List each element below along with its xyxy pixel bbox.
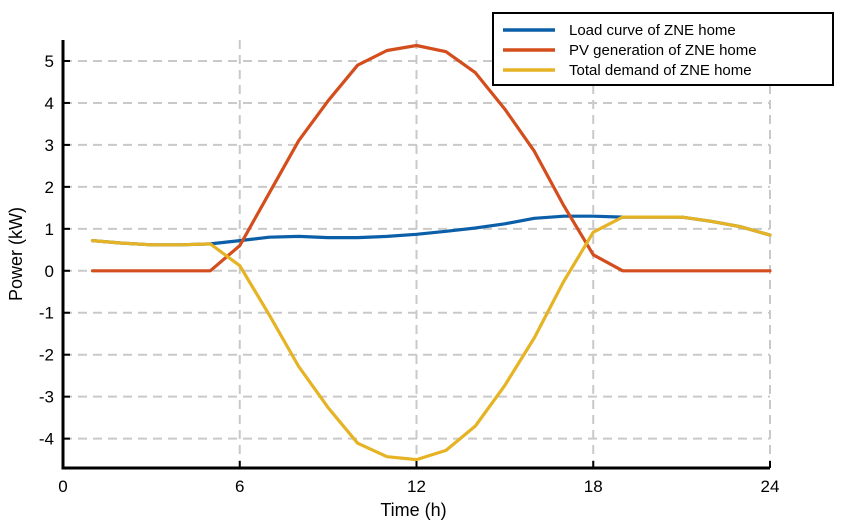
y-tick-label: 3 (45, 136, 54, 155)
x-tick-label: 6 (235, 477, 244, 496)
y-tick-label: -2 (39, 346, 54, 365)
series-line-1 (90, 43, 772, 273)
y-tick-label: 1 (45, 220, 54, 239)
y-axis-label: Power (kW) (6, 207, 26, 301)
grid-lines (63, 40, 771, 468)
y-tick-label: 2 (45, 178, 54, 197)
series-lines (90, 43, 772, 462)
y-tick-label: -3 (39, 388, 54, 407)
series-line-0 (90, 214, 772, 247)
y-tick-label: 0 (45, 262, 54, 281)
y-tick-label: -4 (39, 430, 54, 449)
y-tick-label: 5 (45, 52, 54, 71)
y-tick-label: -1 (39, 304, 54, 323)
legend-label-2: Total demand of ZNE home (569, 62, 752, 79)
series-line-2 (90, 215, 772, 462)
x-tick-label: 12 (407, 477, 426, 496)
legend-label-0: Load curve of ZNE home (569, 22, 736, 39)
x-tick-label: 18 (584, 477, 603, 496)
legend: Load curve of ZNE home PV generation of Z… (492, 12, 834, 86)
x-tick-label: 0 (58, 477, 67, 496)
legend-label-1: PV generation of ZNE home (569, 42, 757, 59)
axes: 5 4 3 2 1 0 -1 -2 -3 -4 0 6 12 18 24 Time (h) Power (kW) (6, 40, 779, 520)
x-tick-label: 24 (761, 477, 780, 496)
y-tick-label: 4 (45, 94, 54, 113)
x-axis-label: Time (h) (380, 500, 446, 520)
